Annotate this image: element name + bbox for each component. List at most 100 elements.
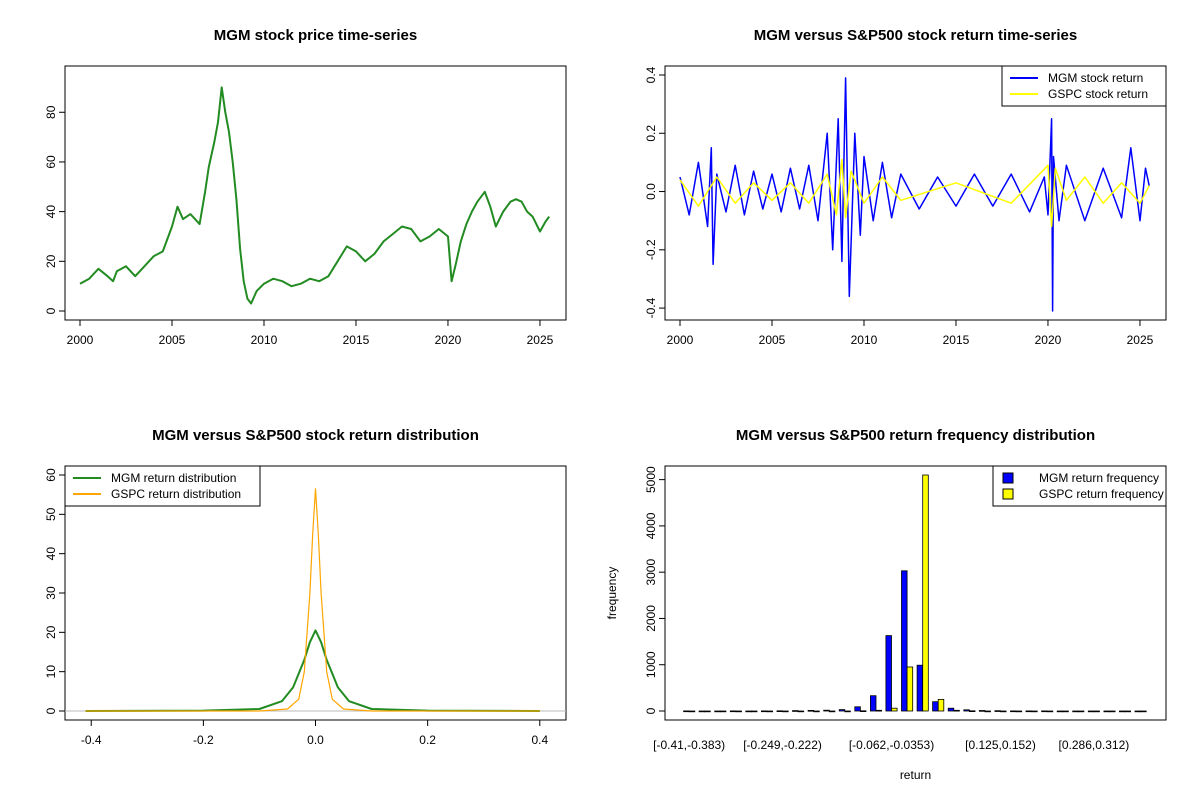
y-tick-label: 0.4 — [644, 66, 658, 83]
y-tick-label: 60 — [44, 155, 58, 169]
freq-bar — [813, 710, 820, 713]
chart-return-distribution: MGM versus S&P500 stock return distribut… — [44, 427, 567, 747]
freq-bar — [1140, 710, 1147, 713]
legend-box — [64, 465, 261, 507]
x-tick-label: 0.0 — [307, 733, 324, 747]
freq-bar — [978, 710, 986, 712]
legend-label: MGM return frequency — [1039, 471, 1159, 485]
freq-bar — [1093, 710, 1100, 713]
freq-bar — [953, 709, 960, 712]
freq-bar — [1087, 710, 1095, 713]
plot-frame — [664, 465, 1167, 721]
freq-bar — [1010, 710, 1017, 713]
y-tick-label: 60 — [44, 468, 58, 482]
series-line — [85, 488, 540, 712]
freq-bar — [761, 710, 768, 713]
freq-bar — [704, 710, 711, 713]
freq-bar — [1000, 710, 1007, 713]
y-tick-label: 0 — [644, 707, 658, 714]
x-tick-label: 2000 — [667, 333, 694, 347]
freq-bar — [776, 710, 783, 712]
freq-bar — [714, 710, 721, 713]
series-line — [679, 158, 1150, 228]
freq-bar — [885, 635, 892, 712]
x-tick-label: -0.4 — [81, 733, 102, 747]
freq-bar — [870, 695, 877, 712]
y-tick-label: 0 — [44, 707, 58, 714]
y-tick-label: 4000 — [644, 512, 658, 539]
chart-return-frequency: MGM versus S&P500 return frequency distr… — [605, 427, 1167, 782]
y-tick-label: 3000 — [644, 559, 658, 586]
freq-bar — [1077, 710, 1085, 713]
freq-bar — [698, 710, 706, 713]
series-line — [85, 629, 540, 712]
freq-bar — [891, 707, 898, 712]
legend-box — [992, 465, 1167, 507]
y-tick-label: 1000 — [644, 651, 658, 678]
y-tick-label: -0.4 — [644, 297, 658, 318]
freq-bar — [963, 709, 970, 712]
x-tick-label: [-0.062,-0.0353) — [849, 738, 934, 752]
y-axis-label: frequency — [605, 567, 619, 620]
freq-bar — [838, 709, 846, 712]
series-line — [679, 77, 1150, 312]
y-tick-label: 20 — [44, 254, 58, 268]
legend-label: MGM return distribution — [111, 471, 236, 485]
freq-bar — [807, 710, 815, 712]
chart-return-timeseries: MGM versus S&P500 stock return time-seri… — [644, 27, 1167, 347]
y-tick-label: 50 — [44, 507, 58, 521]
y-tick-label: 30 — [44, 586, 58, 600]
x-tick-label: 0.2 — [419, 733, 436, 747]
chart-title: MGM versus S&P500 stock return distribut… — [152, 427, 479, 444]
freq-bar — [984, 710, 991, 713]
x-tick-label: [-0.41,-0.383) — [653, 738, 725, 752]
freq-bar — [688, 710, 696, 713]
freq-bar — [932, 701, 939, 712]
x-tick-label: 2005 — [759, 333, 786, 347]
freq-bar — [1056, 710, 1064, 713]
freq-bar — [828, 710, 836, 713]
x-tick-label: 2020 — [435, 333, 462, 347]
freq-bar — [916, 664, 924, 712]
freq-bar — [1041, 710, 1048, 713]
freq-bar — [1109, 710, 1116, 713]
y-tick-label: 0.2 — [644, 125, 658, 142]
freq-bar — [969, 710, 976, 712]
freq-bar — [1062, 710, 1069, 713]
x-tick-label: 2010 — [851, 333, 878, 347]
x-tick-label: 2015 — [943, 333, 970, 347]
freq-bar — [922, 474, 929, 712]
x-axis-label: return — [900, 768, 931, 782]
freq-bar — [782, 710, 789, 713]
y-tick-label: -0.2 — [644, 239, 658, 260]
x-tick-label: 2015 — [343, 333, 370, 347]
freq-bar — [1031, 710, 1038, 713]
freq-bar — [1015, 710, 1023, 713]
legend-label: GSPC return frequency — [1039, 487, 1164, 501]
freq-bar — [1119, 710, 1126, 713]
y-tick-label: 40 — [44, 205, 58, 219]
legend-box — [1001, 65, 1167, 107]
freq-bar — [797, 710, 805, 713]
freq-bar — [1025, 710, 1032, 713]
y-tick-label: 10 — [44, 665, 58, 679]
y-tick-label: 0.0 — [644, 183, 658, 200]
freq-bar — [766, 710, 773, 713]
x-tick-label: [-0.249,-0.222) — [743, 738, 822, 752]
freq-bar — [994, 710, 1001, 712]
chart-price-timeseries: MGM stock price time-series 0 20 40 60 80 2000… — [44, 27, 567, 347]
freq-bar — [906, 666, 914, 712]
x-tick-label: 0.4 — [531, 733, 548, 747]
y-tick-label: 80 — [44, 105, 58, 119]
freq-bar — [1124, 710, 1131, 713]
freq-bar — [735, 710, 742, 713]
y-tick-label: 20 — [44, 625, 58, 639]
x-tick-label: 2020 — [1035, 333, 1062, 347]
x-tick-label: 2010 — [251, 333, 278, 347]
freq-bar — [854, 706, 861, 712]
x-tick-label: [0.125,0.152) — [965, 738, 1036, 752]
plot-frame — [664, 65, 1167, 321]
x-tick-label: 2005 — [159, 333, 186, 347]
chart-title: MGM versus S&P500 stock return time-seri… — [754, 27, 1077, 44]
y-tick-label: 40 — [44, 547, 58, 561]
